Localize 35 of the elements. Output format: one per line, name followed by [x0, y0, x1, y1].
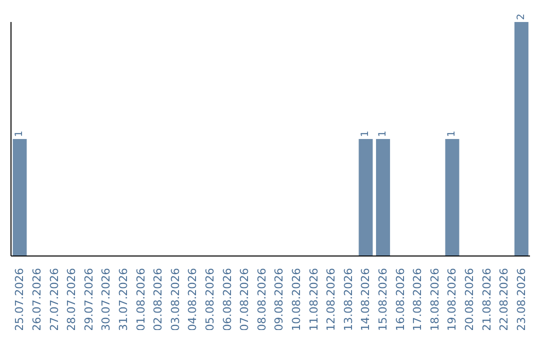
x-tick-label: 02.08.2026	[152, 268, 165, 331]
x-tick-label: 20.08.2026	[462, 268, 476, 331]
x-tick-label: 15.08.2026	[376, 268, 390, 331]
data-label: 2	[516, 14, 527, 20]
x-tick-label: 17.08.2026	[411, 268, 424, 331]
x-tick-label: 06.08.2026	[220, 268, 234, 331]
x-tick-label: 03.08.2026	[168, 268, 182, 331]
x-tick-label: 13.08.2026	[342, 268, 355, 331]
x-tick-label: 19.08.2026	[446, 268, 459, 331]
x-tick-label: 14.08.2026	[359, 268, 372, 331]
x-tick-label: 29.07.2026	[82, 268, 96, 331]
x-tick-label: 30.07.2026	[100, 268, 113, 331]
x-tick-label: 12.08.2026	[324, 268, 338, 331]
x-tick-label: 25.07.2026	[13, 268, 26, 331]
x-tick-label: 26.07.2026	[30, 268, 44, 331]
x-tick-label: 05.08.2026	[203, 268, 216, 331]
x-tick-label: 22.08.2026	[498, 268, 511, 331]
data-label: 1	[378, 130, 389, 137]
x-tick-label: 27.07.2026	[48, 268, 61, 331]
x-tick-label: 18.08.2026	[428, 268, 442, 331]
x-tick-label: 31.07.2026	[116, 268, 130, 331]
x-tick-label: 10.08.2026	[290, 268, 303, 331]
x-tick-label: 16.08.2026	[394, 268, 407, 331]
data-label: 1	[360, 130, 372, 137]
x-tick-label: 07.08.2026	[238, 268, 252, 331]
x-tick-label: 04.08.2026	[186, 268, 200, 331]
x-tick-label: 23.08.2026	[514, 268, 528, 331]
x-tick-label: 09.08.2026	[272, 268, 286, 331]
x-tick-label: 08.08.2026	[255, 268, 268, 331]
data-label: 1	[446, 130, 458, 137]
data-label: 1	[14, 130, 26, 137]
x-tick-label: 21.08.2026	[480, 268, 494, 331]
x-tick-label: 11.08.2026	[307, 268, 320, 331]
x-tick-label: 28.07.2026	[65, 268, 78, 331]
x-tick-label: 01.08.2026	[134, 268, 148, 331]
